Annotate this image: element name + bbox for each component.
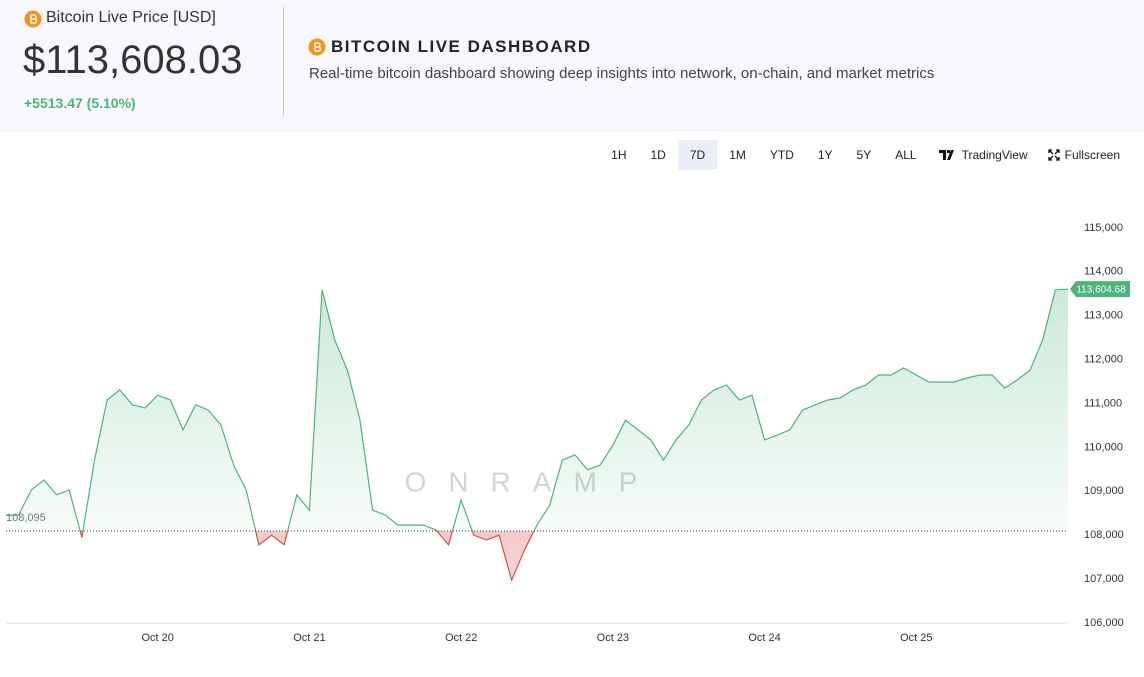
- last-value-tag: [1070, 281, 1130, 298]
- y-tick-label: 111,000: [1084, 397, 1122, 409]
- y-tick-label: 107,000: [1084, 573, 1124, 585]
- y-tick-label: 113,000: [1084, 310, 1123, 322]
- x-tick-label: Oct 20: [142, 632, 174, 644]
- area: [6, 289, 1068, 580]
- btc-icon: [24, 10, 42, 28]
- range-button[interactable]: YTD: [769, 148, 794, 162]
- y-tick-label: 106,000: [1084, 617, 1124, 629]
- price: $113,608.03: [23, 38, 243, 82]
- range-button[interactable]: 7D: [677, 140, 718, 170]
- price-line: [5, 288, 1069, 582]
- baseline-label: 108,095: [6, 512, 46, 524]
- range-button[interactable]: 5Y: [856, 148, 872, 162]
- price-change: +5513.47 (5.10%): [24, 95, 136, 111]
- divider: [283, 7, 284, 116]
- x-tick-label: Oct 25: [900, 632, 932, 644]
- tv-logo: [938, 150, 954, 160]
- fullscreen-label: Fullscreen: [1064, 148, 1120, 162]
- x-tick-label: Oct 24: [748, 632, 780, 644]
- y-tick-label: 110,000: [1084, 441, 1123, 453]
- range-button[interactable]: 1M: [729, 148, 746, 162]
- y-tick-label: 114,000: [1084, 266, 1123, 278]
- range-button[interactable]: 1Y: [817, 148, 833, 162]
- range-button[interactable]: 1D: [650, 148, 666, 162]
- y-tick-label: 108,000: [1084, 529, 1124, 541]
- x-tick-label: Oct 23: [597, 632, 629, 644]
- btc-icon: [308, 38, 326, 56]
- y-tick-label: 112,000: [1084, 354, 1123, 366]
- dashboard-subtitle: Real-time bitcoin dashboard showing deep…: [309, 65, 935, 82]
- fullscreen-icon: [1047, 149, 1060, 161]
- x-tick-label: Oct 21: [293, 632, 325, 644]
- last-value-label: 113,604.68: [1076, 284, 1126, 295]
- price-title: Bitcoin Live Price [USD]: [46, 9, 216, 26]
- range-button[interactable]: ALL: [895, 148, 917, 162]
- dashboard-title: BITCOIN LIVE DASHBOARD: [331, 37, 592, 56]
- header: Bitcoin Live Price [USD] $113,608.03 +55…: [0, 0, 1144, 132]
- tradingview-label: TradingView: [961, 148, 1028, 162]
- toolbar: 1H 1D 7D 1M YTD 1Y 5Y ALL TradingView Fullscreen: [599, 140, 1130, 170]
- y-tick-label: 115,000: [1084, 222, 1123, 234]
- range-button[interactable]: 1H: [611, 148, 627, 162]
- fullscreen-button[interactable]: Fullscreen: [1038, 148, 1130, 162]
- x-tick-label: Oct 22: [445, 632, 477, 644]
- tradingview-button[interactable]: TradingView: [929, 148, 1038, 162]
- y-tick-label: 109,000: [1084, 485, 1124, 497]
